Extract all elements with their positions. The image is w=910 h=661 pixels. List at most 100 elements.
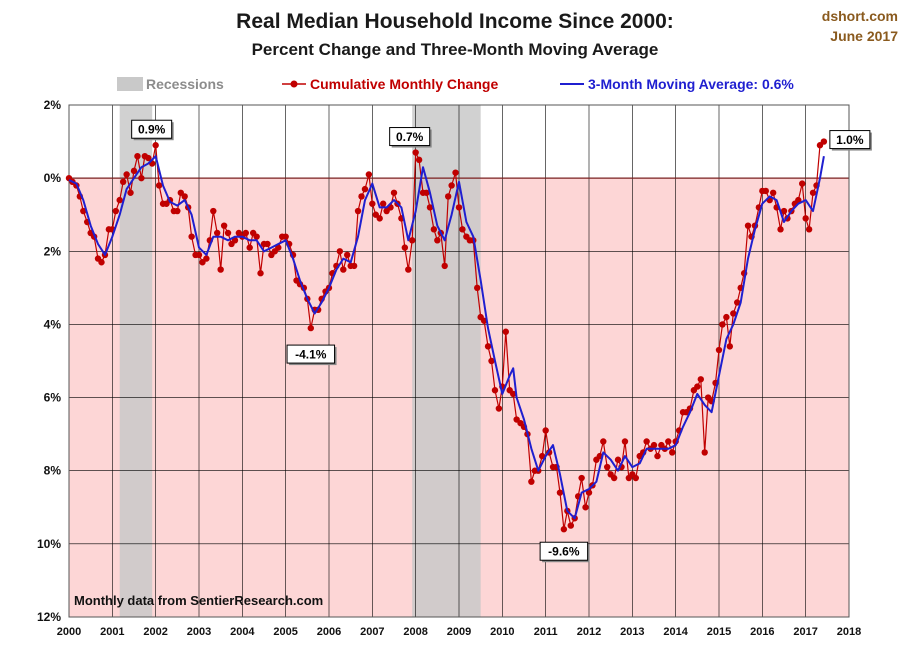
cumulative-point [98,259,105,266]
cumulative-point [354,207,362,215]
x-tick-label: 2001 [100,626,124,638]
cumulative-point [809,189,817,196]
cumulative-point [452,169,459,176]
cumulative-point [632,474,639,482]
cumulative-point [210,207,217,215]
annotation-box [389,127,431,147]
cumulative-point [556,489,564,496]
cumulative-point [600,438,607,445]
cumulative-point [340,266,347,273]
x-tick-label: 2010 [490,626,514,638]
cumulative-point [719,321,726,328]
cumulative-point [174,207,181,215]
cumulative-point [488,357,495,365]
cumulative-point [214,229,221,237]
x-tick-label: 2002 [143,626,167,638]
cumulative-point [769,189,777,196]
brand-site: dshort.com [821,8,898,24]
cumulative-point [744,222,752,229]
annotation-box [286,344,336,364]
x-tick-label: 2014 [663,626,688,638]
cumulative-point [188,233,195,240]
cumulative-point [217,266,224,273]
cumulative-point [484,343,492,350]
cumulative-point [802,215,809,222]
x-tick-label: 2017 [793,626,817,638]
cumulative-point [665,438,672,445]
cumulative-point [112,207,120,215]
annotation-label: -9.6% [548,545,580,559]
y-tick-label: 6% [44,391,62,405]
cumulative-point [542,427,549,434]
brand-date: June 2017 [830,28,898,44]
annotation-box [131,119,173,139]
legend-cumulative: Cumulative Monthly Change [282,76,498,92]
cumulative-point [650,441,658,449]
cumulative-point [119,178,127,185]
cumulative-point [423,189,430,196]
annotation-label: 0.9% [138,123,166,137]
cumulative-point [134,153,141,160]
x-tick-label: 2018 [837,626,861,638]
y-tick-label: 8% [44,464,62,478]
y-tick-label: 2% [44,98,62,112]
cumulative-point [697,376,704,383]
cumulative-point [336,248,344,255]
legend-moving-average-label: 3-Month Moving Average: 0.6% [588,76,794,92]
annotation-label: 1.0% [836,133,864,147]
cumulative-point [242,229,249,237]
legend-cumulative-marker-icon [282,80,306,88]
cumulative-point [224,229,232,237]
cumulative-point [585,489,593,496]
annotation-callout: 0.9% [131,119,174,141]
x-tick-label: 2016 [750,626,774,638]
cumulative-point [405,266,412,273]
legend-moving-average: 3-Month Moving Average: 0.6% [560,76,794,92]
cumulative-point [715,346,723,354]
cumulative-point [155,182,163,189]
x-tick-label: 2007 [360,626,384,638]
annotation-label: -4.1% [295,348,327,362]
cumulative-point [80,207,87,215]
cumulative-point [430,226,438,233]
cumulative-point [610,474,618,482]
cumulative-point [528,478,535,485]
legend-moving-average-line-icon [560,83,584,85]
legend-recessions-label: Recessions [146,76,224,92]
cumulative-point [145,154,152,162]
chart-title: Real Median Household Income Since 2000: [236,10,674,33]
cumulative-point [643,438,650,445]
cumulative-point [441,262,448,270]
annotation-label: 0.7% [396,130,424,144]
cumulative-point [799,180,806,187]
x-tick-label: 2011 [534,626,558,638]
x-tick-label: 2012 [577,626,601,638]
cumulative-point [409,237,416,244]
cumulative-point [231,237,239,244]
recession-band-2 [412,105,481,617]
cumulative-point [127,189,134,196]
x-tick-label: 2006 [317,626,341,638]
y-tick-label: 2% [44,244,62,258]
cumulative-point [350,262,358,270]
cumulative-point [282,233,289,240]
cumulative-point [502,328,509,335]
annotation-box [829,130,871,150]
cumulative-point [820,138,828,145]
x-tick-label: 2015 [707,626,731,638]
cumulative-point [257,270,264,277]
y-tick-label: 4% [44,317,62,331]
cumulative-point [777,226,784,233]
cumulative-point [448,182,455,189]
cumulative-point [795,196,802,204]
recession-band-1 [119,105,153,617]
cumulative-point [730,310,737,317]
cumulative-point [358,193,365,200]
cumulative-point [116,196,123,204]
x-tick-label: 2013 [620,626,644,638]
cumulative-point [376,215,383,222]
legend-recessions: Recessions [117,76,224,92]
annotation-callout: 0.7% [389,127,432,148]
cumulative-point [694,383,701,390]
cumulative-point [805,226,813,233]
